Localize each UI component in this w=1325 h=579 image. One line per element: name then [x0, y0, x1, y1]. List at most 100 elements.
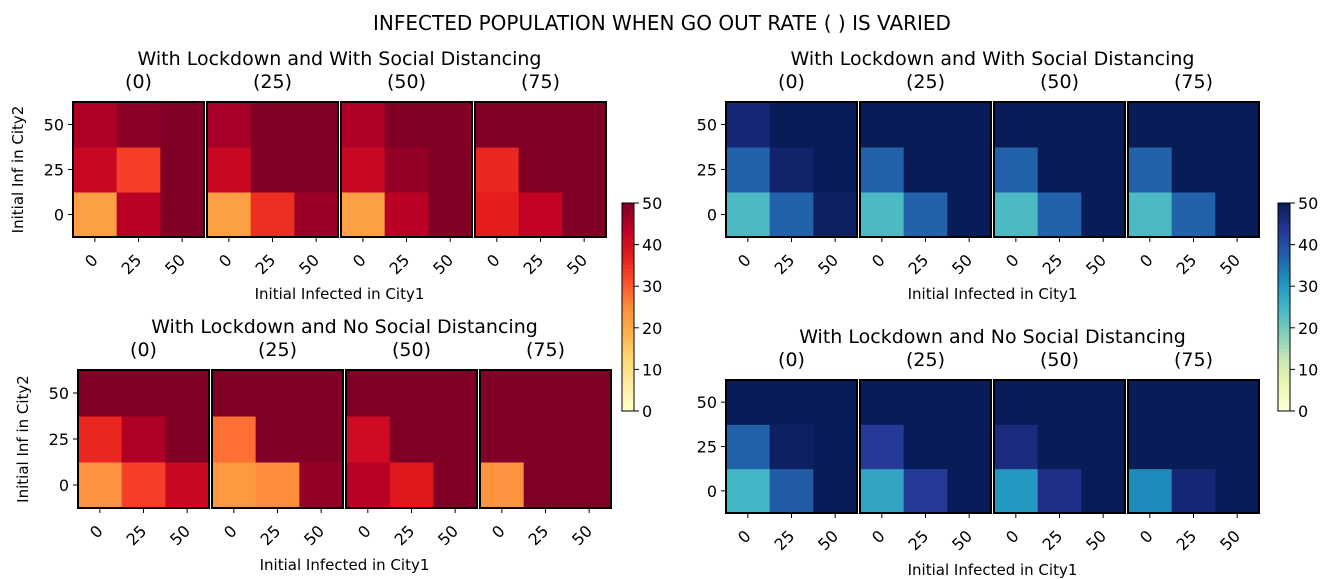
heatmap-cell [1128, 147, 1173, 193]
heatmap-cell [813, 102, 858, 148]
colorbar-swatch [622, 209, 634, 214]
heatmap-cell [1171, 380, 1216, 425]
x-tick-label: 50 [814, 250, 842, 278]
heatmap-title: With Lockdown and No Social Distancing [799, 326, 1186, 348]
x-tick-label: 50 [568, 521, 596, 549]
heatmap-cell [860, 380, 905, 425]
heatmap-cell [299, 462, 344, 509]
colorbar-tick-label: 20 [1298, 319, 1318, 338]
x-tick-label: 0 [81, 250, 102, 271]
heatmap-cell [769, 147, 814, 193]
x-tick-label: 25 [390, 521, 418, 549]
colorbar-tick-label: 30 [642, 277, 662, 296]
colorbar-swatch [622, 355, 634, 360]
heatmap-cell [1128, 468, 1173, 514]
colorbar-swatch [622, 397, 634, 402]
colorbar-swatch [1278, 220, 1290, 225]
heatmap-title: With Lockdown and With Social Distancing [138, 48, 542, 70]
colorbar-swatch [622, 275, 634, 280]
colorbar-swatch [1278, 307, 1290, 312]
heatmap-cell [518, 102, 563, 148]
colorbar-swatch [1278, 241, 1290, 246]
heatmap-cell [994, 192, 1039, 238]
heatmap-cell [903, 102, 948, 148]
heatmap-cell [389, 462, 434, 509]
heatmap-cell [116, 147, 161, 193]
heatmap-cell [1128, 380, 1173, 425]
heatmap-cell [1081, 380, 1126, 425]
colorbar-swatch [1278, 331, 1290, 336]
colorbar-swatch [622, 261, 634, 266]
colorbar-swatch [622, 331, 634, 336]
heatmap-cell [73, 102, 118, 148]
colorbar-swatch [1278, 244, 1290, 249]
heatmap-cell [523, 462, 568, 509]
heatmap-cell [903, 192, 948, 238]
colorbar-swatch [1278, 359, 1290, 364]
heatmap-cell [384, 102, 429, 148]
x-tick-label: 25 [904, 526, 932, 554]
x-tick-label: 50 [161, 250, 189, 278]
colorbar-swatch [1278, 248, 1290, 253]
rate-label: (0) [778, 349, 805, 371]
heatmap-cell [523, 416, 568, 463]
rate-label: (0) [125, 71, 152, 93]
heatmap-cell [78, 370, 123, 417]
heatmap-cell [428, 102, 473, 148]
colorbar-swatch [622, 310, 634, 315]
x-axis-label: Initial Infected in City1 [908, 561, 1078, 579]
colorbar-swatch [1278, 272, 1290, 277]
heatmap-cell [346, 462, 391, 509]
colorbar-swatch [622, 400, 634, 405]
colorbar-swatch [1278, 237, 1290, 242]
colorbar-swatch [1278, 379, 1290, 384]
heatmap-cell [255, 370, 300, 417]
colorbar-swatch [1278, 327, 1290, 332]
rate-label: (25) [258, 339, 297, 361]
x-tick-label: 0 [86, 521, 107, 542]
heatmap-cell [346, 370, 391, 417]
heatmap-cell [428, 147, 473, 193]
colorbar-swatch [622, 289, 634, 294]
colorbar-swatch [622, 300, 634, 305]
x-tick-label: 25 [385, 250, 413, 278]
heatmap-cell [475, 192, 520, 238]
x-axis-label: Initial Infected in City1 [255, 285, 425, 303]
x-tick-label: 25 [251, 250, 279, 278]
heatmap-cell [160, 192, 205, 238]
heatmap-cell [212, 370, 257, 417]
heatmap-cell [480, 370, 525, 417]
y-axis-label: Initial Inf in City2 [9, 106, 27, 234]
y-tick-label: 25 [49, 430, 69, 449]
heatmap-cell [518, 147, 563, 193]
colorbar-tick-label: 40 [642, 236, 662, 255]
x-tick-label: 50 [1082, 526, 1110, 554]
colorbar-swatch [622, 313, 634, 318]
heatmap-group: With Lockdown and With Social Distancing… [697, 48, 1260, 303]
colorbar-swatch [1278, 338, 1290, 343]
colorbar-swatch [622, 296, 634, 301]
colorbar-swatch [622, 307, 634, 312]
colorbar-swatch [1278, 383, 1290, 388]
heatmap-cell [947, 147, 992, 193]
colorbar-swatch [622, 390, 634, 395]
heatmap-cell [433, 462, 478, 509]
colorbar-swatch [1278, 407, 1290, 412]
colorbar-swatch [1278, 386, 1290, 391]
heatmap-cell [1171, 147, 1216, 193]
colorbar-swatch [622, 241, 634, 246]
heatmap-cell [341, 102, 386, 148]
y-tick-label: 25 [44, 161, 64, 180]
heatmap-cell [1081, 468, 1126, 514]
heatmap-cell [207, 192, 252, 238]
heatmap-cell [994, 468, 1039, 514]
colorbar-swatch [1278, 206, 1290, 211]
heatmap-cell [121, 370, 166, 417]
rate-label: (0) [778, 71, 805, 93]
heatmap-cell [1215, 424, 1260, 470]
heatmap-cell [294, 192, 339, 238]
heatmap-cell [947, 380, 992, 425]
colorbar-swatch [1278, 404, 1290, 409]
colorbar-swatch [622, 282, 634, 287]
